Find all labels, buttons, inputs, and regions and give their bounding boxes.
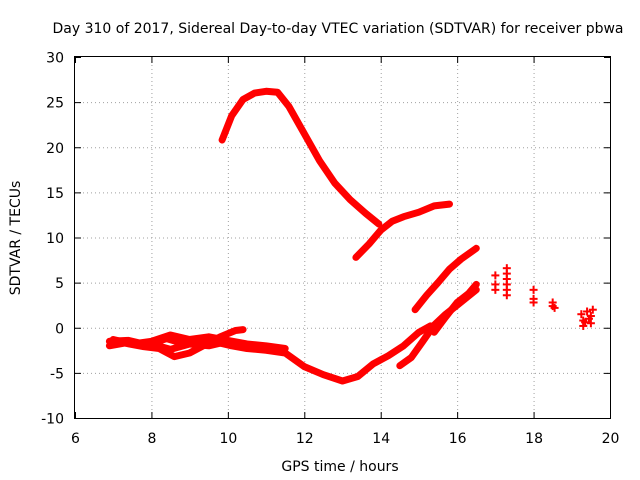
plot-area [105, 87, 597, 385]
series-arc-d [147, 337, 251, 353]
series-arc-i [430, 280, 480, 336]
y-tick-label: 5 [55, 276, 64, 292]
plot-frame [74, 56, 611, 419]
grid [75, 57, 610, 418]
series-arc-b [105, 322, 434, 385]
y-tick-label: 30 [46, 51, 64, 67]
x-tick-label: 16 [449, 431, 467, 447]
axis-ticks: 6 8 10 12 14 16 18 20 -10 -5 0 5 10 15 20 25 30 [41, 51, 619, 448]
y-tick-label: -5 [50, 366, 64, 382]
series-arc-e [218, 87, 383, 228]
data-point [577, 310, 586, 319]
data-point [588, 305, 597, 314]
x-axis-label: GPS time / hours [281, 459, 398, 475]
y-axis-label: SDTVAR / TECUs [8, 181, 24, 296]
y-tick-label: 20 [46, 141, 64, 157]
data-point [550, 303, 559, 312]
y-tick-label: 0 [55, 321, 64, 337]
data-point [491, 285, 500, 294]
x-tick-label: 6 [71, 431, 80, 447]
data-point [586, 312, 595, 321]
series-arc-f [352, 200, 453, 261]
data-point [583, 307, 592, 316]
x-tick-label: 10 [219, 431, 237, 447]
series-arc-g [411, 244, 480, 314]
data-point [581, 318, 590, 327]
y-tick-label: 25 [46, 96, 64, 112]
y-tick-label: -10 [41, 412, 64, 428]
chart-title: Day 310 of 2017, Sidereal Day-to-day VTE… [52, 21, 623, 37]
x-tick-label: 14 [372, 431, 390, 447]
x-tick-label: 8 [147, 431, 156, 447]
x-tick-label: 20 [602, 431, 620, 447]
data-point [529, 285, 538, 294]
x-tick-label: 12 [296, 431, 314, 447]
data-point [502, 291, 511, 300]
y-tick-label: 10 [46, 231, 64, 247]
y-tick-label: 15 [46, 186, 64, 202]
x-tick-label: 18 [525, 431, 543, 447]
series-arc-c [109, 331, 289, 352]
data-point [491, 271, 500, 280]
data-point [529, 298, 538, 307]
